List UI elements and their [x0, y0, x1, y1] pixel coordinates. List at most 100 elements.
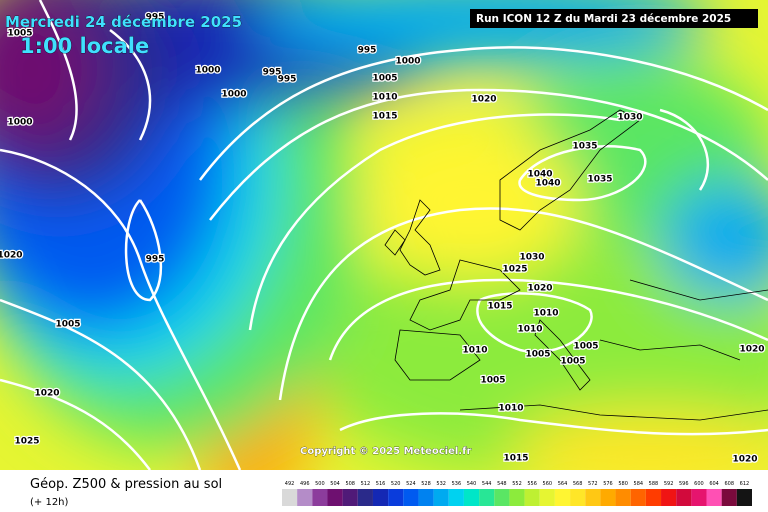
scale-swatch	[736, 489, 752, 506]
run-box	[470, 9, 758, 28]
isobar-label: 1005	[372, 74, 397, 84]
isobar-label: 1020	[471, 95, 496, 105]
scale-tick-label: 600	[694, 481, 704, 487]
isobar-label: 995	[146, 255, 165, 265]
isobar-label: 1025	[14, 437, 39, 447]
scale-swatch	[600, 489, 616, 506]
isobar-label: 1010	[498, 404, 523, 414]
isobar-label: 1035	[587, 175, 612, 185]
isobar-label: 1010	[462, 346, 487, 356]
isobar-label: 1010	[372, 93, 397, 103]
isobar-label: 1020	[34, 389, 59, 399]
copyright: Copyright © 2025 Meteociel.fr	[300, 446, 471, 457]
scale-swatch	[357, 489, 373, 506]
scale-tick-label: 516	[376, 481, 386, 487]
scale-tick-label: 524	[406, 481, 416, 487]
isobar-label: 1005	[55, 320, 80, 330]
legend-title: Géop. Z500 & pression au sol	[30, 477, 222, 492]
scale-tick-label: 544	[482, 481, 492, 487]
scale-tick-label: 520	[391, 481, 401, 487]
scale-swatch	[554, 489, 571, 506]
scale-tick-label: 552	[512, 481, 522, 487]
isobar-label: 1010	[533, 309, 558, 319]
scale-tick-label: 592	[664, 481, 674, 487]
scale-swatch	[645, 489, 662, 506]
scale-tick-label: 556	[527, 481, 537, 487]
scale-swatch	[524, 489, 540, 506]
isobars	[0, 0, 768, 470]
scale-swatch	[372, 489, 389, 506]
scale-swatch	[661, 489, 677, 506]
scale-swatch	[570, 489, 586, 506]
isobar-label: 1000	[195, 66, 220, 76]
scale-tick-label: 608	[724, 481, 734, 487]
scale-tick-label: 612	[740, 481, 750, 487]
scale-tick-label: 548	[497, 481, 507, 487]
run-info: Run ICON 12 Z du Mardi 23 décembre 2025	[476, 13, 731, 25]
isobar-label: 1035	[572, 142, 597, 152]
scale-swatch	[676, 489, 692, 506]
isobar-label: 1005	[573, 342, 598, 352]
scale-swatch	[448, 489, 464, 506]
scale-tick-label: 576	[603, 481, 613, 487]
scale-swatch	[615, 489, 631, 506]
scale-swatch	[494, 489, 510, 506]
isobar-label: 1025	[502, 265, 527, 275]
isobar-label: 995	[358, 46, 377, 56]
color-scale: 492 496 500 504 508 512 516 520 524 528 532 536 540 5…	[282, 481, 752, 506]
scale-swatch	[721, 489, 737, 506]
isobar-label: 1020	[739, 345, 764, 355]
legend-lead: (+ 12h)	[30, 497, 69, 508]
scale-swatch	[691, 489, 707, 506]
scale-tick-label: 588	[649, 481, 659, 487]
scale-swatch	[418, 489, 434, 506]
scale-tick-label: 512	[361, 481, 371, 487]
isobar-label: 1005	[480, 376, 505, 386]
scale-tick-label: 564	[558, 481, 568, 487]
scale-tick-label: 568	[573, 481, 583, 487]
isobar-label: 1015	[487, 302, 512, 312]
scale-tick-label: 604	[709, 481, 719, 487]
isobar-label: 1000	[221, 90, 246, 100]
scale-tick-label: 532	[436, 481, 446, 487]
scale-tick-label: 496	[300, 481, 310, 487]
scale-swatch	[388, 489, 404, 506]
isobar-label: 1020	[732, 455, 757, 465]
scale-swatch	[403, 489, 419, 506]
isobar-label: 995	[278, 75, 297, 85]
isobar-label: 1005	[7, 29, 32, 39]
forecast-time: 1:00 locale	[20, 34, 149, 58]
isobar-label: 1015	[503, 454, 528, 464]
isobar-label: 1040	[535, 179, 560, 189]
scale-tick-label: 504	[330, 481, 340, 487]
scale-tick-label: 500	[315, 481, 325, 487]
scale-tick-label: 560	[543, 481, 553, 487]
scale-tick-label: 584	[634, 481, 644, 487]
isobar-label: 1005	[560, 357, 585, 367]
isobar-label: 1000	[395, 57, 420, 67]
scale-swatch	[479, 489, 495, 506]
scale-tick-label: 596	[679, 481, 689, 487]
scale-tick-label: 508	[345, 481, 355, 487]
isobar-label: 1040	[527, 170, 552, 180]
scale-swatch	[463, 489, 480, 506]
scale-tick-label: 528	[421, 481, 431, 487]
scale-tick-label: 572	[588, 481, 598, 487]
scale-swatch	[433, 489, 449, 506]
scale-swatch	[706, 489, 722, 506]
isobar-label: 1030	[617, 113, 642, 123]
scale-tick-label: 580	[618, 481, 628, 487]
isobar-label: 1020	[0, 251, 23, 261]
isobar-label: 1015	[372, 112, 397, 122]
isobar-label: 1000	[7, 118, 32, 128]
isobar-label: 1020	[527, 284, 552, 294]
scale-swatch	[509, 489, 525, 506]
scale-swatch	[630, 489, 646, 506]
isobar-label: 1030	[519, 253, 544, 263]
isobar-label: 1005	[525, 350, 550, 360]
isobar-label: 1010	[517, 325, 542, 335]
forecast-date: Mercredi 24 décembre 2025	[5, 13, 242, 31]
